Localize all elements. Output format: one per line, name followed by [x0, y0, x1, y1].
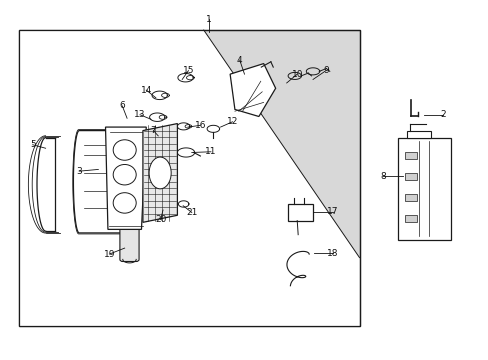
Bar: [407, 131, 430, 138]
Text: 21: 21: [186, 208, 197, 217]
Polygon shape: [142, 123, 177, 222]
Text: 16: 16: [194, 121, 206, 130]
Text: 19: 19: [103, 249, 115, 258]
Polygon shape: [73, 131, 134, 233]
Text: 8: 8: [380, 172, 386, 181]
Text: 3: 3: [76, 167, 82, 176]
Text: 12: 12: [226, 117, 238, 126]
FancyBboxPatch shape: [120, 227, 139, 261]
Text: 9: 9: [323, 66, 328, 75]
Text: 15: 15: [183, 66, 194, 75]
Text: 4: 4: [236, 55, 242, 64]
Bar: [404, 173, 416, 180]
Text: 13: 13: [134, 110, 145, 119]
Text: 18: 18: [327, 248, 338, 257]
Bar: [19, 30, 359, 327]
Ellipse shape: [149, 157, 171, 189]
Text: 2: 2: [440, 110, 445, 119]
Text: 5: 5: [30, 140, 36, 149]
Bar: [19, 30, 359, 327]
Bar: [404, 194, 416, 201]
Bar: [287, 204, 312, 221]
Text: 11: 11: [205, 147, 216, 156]
Text: 17: 17: [327, 207, 338, 216]
Polygon shape: [230, 64, 275, 117]
Text: 10: 10: [291, 70, 303, 79]
Bar: [397, 138, 449, 240]
Text: 7: 7: [150, 126, 156, 135]
Text: 6: 6: [119, 102, 125, 111]
Text: 14: 14: [140, 86, 152, 95]
Bar: [404, 152, 416, 159]
Polygon shape: [19, 30, 359, 327]
Polygon shape: [105, 127, 146, 229]
Bar: [404, 215, 416, 222]
Text: 1: 1: [205, 15, 211, 24]
Text: 20: 20: [155, 215, 166, 224]
